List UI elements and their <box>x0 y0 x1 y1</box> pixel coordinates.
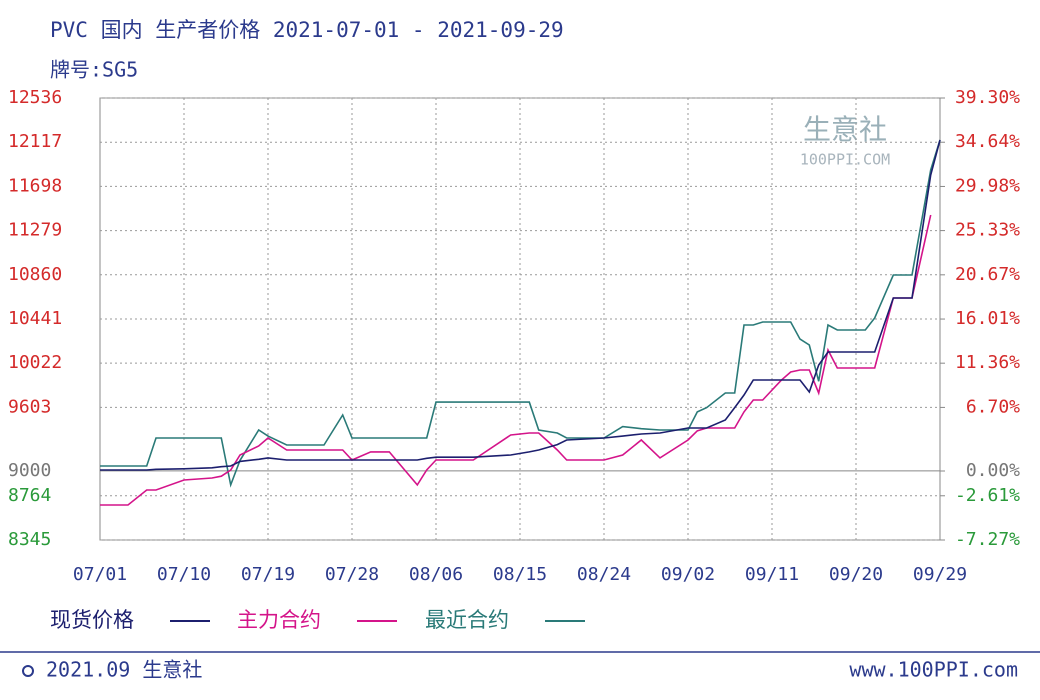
x-tick-label: 09/11 <box>745 564 799 585</box>
y2-tick-label: 34.64% <box>955 131 1020 152</box>
footer-icon <box>22 665 34 677</box>
y-tick-label: 10441 <box>8 308 62 329</box>
watermark: 生意社 <box>803 113 887 146</box>
legend-label: 最近合约 <box>425 608 509 632</box>
y2-tick-label: 25.33% <box>955 220 1020 241</box>
x-tick-label: 07/10 <box>157 564 211 585</box>
series-line <box>100 214 932 506</box>
x-tick-label: 07/01 <box>73 564 127 585</box>
x-tick-label: 09/02 <box>661 564 715 585</box>
y-tick-label: 10022 <box>8 352 62 373</box>
y2-tick-label: 0.00% <box>966 460 1020 481</box>
y2-tick-label: -7.27% <box>955 529 1020 550</box>
legend-label: 主力合约 <box>237 608 321 632</box>
x-tick-label: 09/20 <box>829 564 883 585</box>
y-tick-label: 12117 <box>8 131 62 152</box>
watermark: 100PPI.COM <box>800 151 890 169</box>
footer-right: www.100PPI.com <box>849 658 1018 682</box>
y2-tick-label: -2.61% <box>955 485 1020 506</box>
y2-tick-label: 29.98% <box>955 175 1020 196</box>
chart-subtitle: 牌号:SG5 <box>50 58 138 82</box>
y2-tick-label: 39.30% <box>955 87 1020 108</box>
x-tick-label: 07/28 <box>325 564 379 585</box>
y2-tick-label: 11.36% <box>955 352 1020 373</box>
legend-label: 现货价格 <box>50 608 134 632</box>
x-tick-label: 07/19 <box>241 564 295 585</box>
series-line <box>100 139 941 488</box>
y-tick-label: 12536 <box>8 87 62 108</box>
y2-tick-label: 16.01% <box>955 308 1020 329</box>
y-tick-label: 8764 <box>8 485 51 506</box>
y-tick-label: 11698 <box>8 175 62 196</box>
y2-tick-label: 6.70% <box>966 396 1020 417</box>
x-tick-label: 09/29 <box>913 564 967 585</box>
y2-tick-label: 20.67% <box>955 264 1020 285</box>
x-tick-label: 08/24 <box>577 564 631 585</box>
x-tick-label: 08/06 <box>409 564 463 585</box>
series-line <box>100 139 941 471</box>
y-tick-label: 11279 <box>8 220 62 241</box>
y-tick-label: 9000 <box>8 460 51 481</box>
y-tick-label: 9603 <box>8 396 51 417</box>
y-tick-label: 10860 <box>8 264 62 285</box>
x-tick-label: 08/15 <box>493 564 547 585</box>
footer-left: 2021.09 生意社 <box>46 658 202 682</box>
chart-title: PVC 国内 生产者价格 2021-07-01 - 2021-09-29 <box>50 18 564 42</box>
y-tick-label: 8345 <box>8 529 51 550</box>
